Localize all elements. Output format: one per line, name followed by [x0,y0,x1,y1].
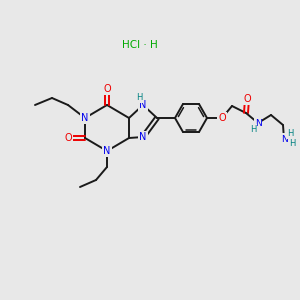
Text: O: O [64,133,72,143]
Text: N: N [103,146,111,156]
Text: N: N [280,134,287,143]
Text: N: N [255,118,261,127]
Text: O: O [103,84,111,94]
Text: H: H [136,92,142,101]
Text: N: N [139,100,147,110]
Text: H: H [289,140,295,148]
Text: O: O [243,94,251,104]
Text: HCl · H: HCl · H [122,40,158,50]
Text: N: N [81,113,89,123]
Text: N: N [139,132,147,142]
Text: H: H [250,125,256,134]
Text: O: O [218,113,226,123]
Text: H: H [287,128,293,137]
